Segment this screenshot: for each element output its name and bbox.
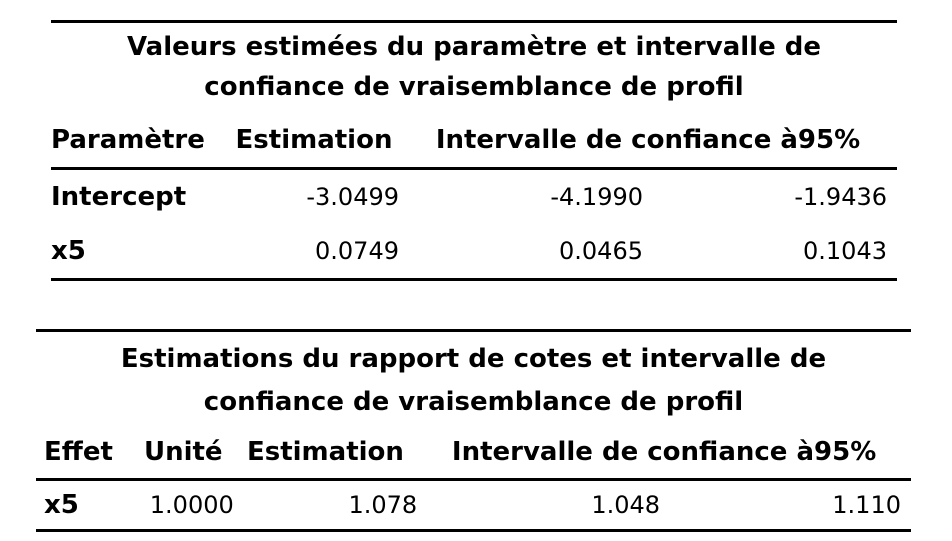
column-header-effect: Effet — [36, 424, 133, 481]
table-title-row: Estimations du rapport de cotes et inter… — [36, 331, 911, 376]
estimate-cell: 1.078 — [348, 491, 418, 519]
table-title-row: Valeurs estimées du paramètre et interva… — [51, 22, 897, 64]
row-label-parameter: Intercept — [51, 182, 187, 212]
table-title-line-2: confiance de vraisemblance de profil — [203, 387, 744, 417]
row-label-effect: x5 — [44, 490, 79, 520]
ci-upper-cell: 0.1043 — [803, 237, 887, 265]
ci-lower-cell: 0.0465 — [559, 237, 643, 265]
table-row: x5 0.0749 0.0465 0.1043 — [51, 224, 897, 280]
parameter-estimates-table: Valeurs estimées du paramètre et interva… — [51, 20, 897, 281]
ci-lower-cell: -4.1990 — [550, 183, 643, 211]
ci-upper-cell: 1.110 — [832, 491, 901, 519]
column-header-unit: Unité — [132, 424, 234, 481]
table-title-line-2: confiance de vraisemblance de profil — [204, 72, 744, 102]
ci-lower-cell: 1.048 — [591, 491, 661, 519]
column-header-estimate: Estimation — [229, 109, 399, 170]
odds-ratio-estimates-table: Estimations du rapport de cotes et inter… — [36, 329, 911, 532]
table-title-line-1: Estimations du rapport de cotes et inter… — [120, 344, 827, 374]
column-header-estimate: Estimation — [233, 424, 418, 481]
column-header-parameter: Paramètre — [51, 109, 229, 170]
estimate-cell: -3.0499 — [306, 183, 399, 211]
table-title-row: confiance de vraisemblance de profil — [36, 375, 911, 424]
table-row: x5 1.0000 1.078 1.048 1.110 — [36, 480, 911, 531]
estimate-cell: 0.0749 — [315, 237, 399, 265]
row-label-parameter: x5 — [51, 236, 86, 266]
column-header-confidence-interval: Intervalle de confiance à95% — [399, 109, 897, 170]
ci-upper-cell: -1.9436 — [794, 183, 887, 211]
table-row: Intercept -3.0499 -4.1990 -1.9436 — [51, 169, 897, 225]
table-header-row: Paramètre Estimation Intervalle de confi… — [51, 109, 897, 170]
table-title-row: confiance de vraisemblance de profil — [51, 63, 897, 109]
column-header-confidence-interval: Intervalle de confiance à95% — [417, 424, 911, 481]
table-title-line-1: Valeurs estimées du paramètre et interva… — [126, 32, 821, 62]
table-header-row: Effet Unité Estimation Intervalle de con… — [36, 424, 911, 481]
unit-cell: 1.0000 — [149, 491, 234, 519]
